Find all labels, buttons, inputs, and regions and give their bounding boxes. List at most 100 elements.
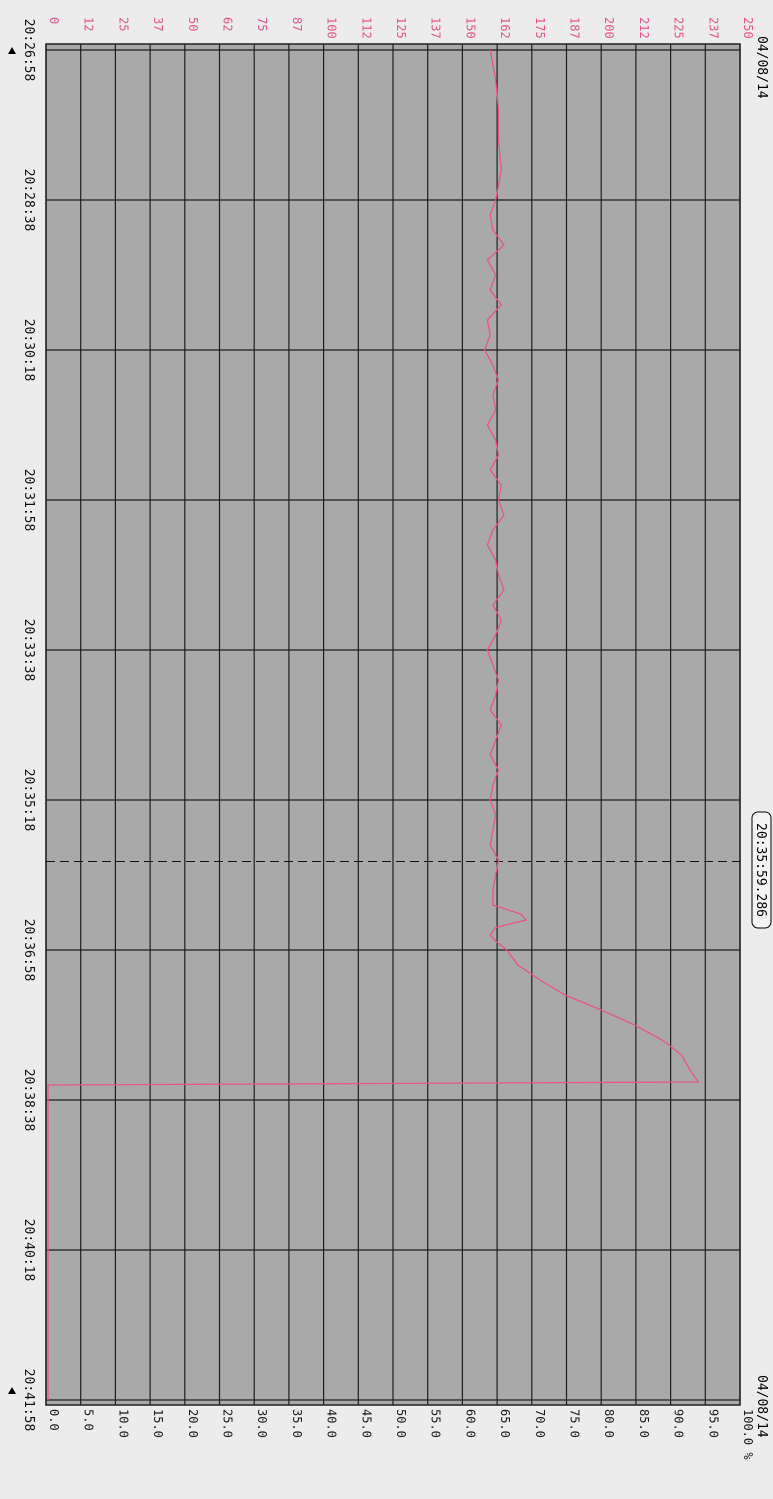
svg-text:0: 0 xyxy=(47,17,61,24)
hr-tick-label: 75 xyxy=(255,17,269,31)
time-tick-label: 20:41:58 xyxy=(21,1369,36,1432)
hr-tick-label: 237 xyxy=(706,17,720,39)
pct-tick-label: 15.0 xyxy=(151,1409,165,1438)
hr-tick-label: 125 xyxy=(394,17,408,39)
svg-text:20:30:18: 20:30:18 xyxy=(21,319,36,382)
series-layer xyxy=(47,49,700,1400)
grid xyxy=(45,44,741,1405)
svg-text:20:31:58: 20:31:58 xyxy=(21,469,36,532)
date-bottom-label: 04/08/14 xyxy=(754,1375,769,1438)
svg-text:55.0: 55.0 xyxy=(429,1409,443,1438)
svg-text:12: 12 xyxy=(82,17,96,31)
series-line-0 xyxy=(47,49,700,1400)
hr-tick-label: 100 xyxy=(325,17,339,39)
hr-tick-label: 112 xyxy=(359,17,373,39)
svg-text:80.0: 80.0 xyxy=(602,1409,616,1438)
svg-text:37: 37 xyxy=(151,17,165,31)
pct-tick-label: 75.0 xyxy=(568,1409,582,1438)
svg-text:50: 50 xyxy=(186,17,200,31)
svg-text:187: 187 xyxy=(568,17,582,39)
svg-text:40.0: 40.0 xyxy=(325,1409,339,1438)
pct-tick-label: 70.0 xyxy=(533,1409,547,1438)
svg-text:250: 250 xyxy=(741,17,755,39)
svg-text:20:33:38: 20:33:38 xyxy=(21,619,36,682)
hr-tick-label: 250 xyxy=(741,17,755,39)
hr-tick-label: 175 xyxy=(533,17,547,39)
svg-text:200: 200 xyxy=(602,17,616,39)
time-tick-label: 20:28:38 xyxy=(21,169,36,232)
time-tick-label: 20:30:18 xyxy=(21,319,36,382)
svg-text:20:36:58: 20:36:58 xyxy=(21,919,36,982)
svg-text:112: 112 xyxy=(359,17,373,39)
svg-text:90.0: 90.0 xyxy=(672,1409,686,1438)
svg-text:70.0: 70.0 xyxy=(533,1409,547,1438)
time-tick-label: 20:26:58 xyxy=(21,19,36,82)
pct-tick-label: 95.0 xyxy=(706,1409,720,1438)
time-tick-label: 20:36:58 xyxy=(21,919,36,982)
hr-tick-label: 187 xyxy=(568,17,582,39)
pct-tick-label: 0.0 xyxy=(47,1409,61,1431)
time-tick-label: 20:38:38 xyxy=(21,1069,36,1132)
pct-tick-label: 50.0 xyxy=(394,1409,408,1438)
svg-text:162: 162 xyxy=(498,17,512,39)
pct-tick-label: 45.0 xyxy=(359,1409,373,1438)
svg-text:25: 25 xyxy=(116,17,130,31)
svg-text:45.0: 45.0 xyxy=(359,1409,373,1438)
svg-text:212: 212 xyxy=(637,17,651,39)
hr-tick-label: 25 xyxy=(116,17,130,31)
hr-tick-label: 37 xyxy=(151,17,165,31)
svg-text:20.0: 20.0 xyxy=(186,1409,200,1438)
scroll-up-icon[interactable] xyxy=(8,47,16,54)
svg-text:75.0: 75.0 xyxy=(568,1409,582,1438)
svg-text:60.0: 60.0 xyxy=(463,1409,477,1438)
pct-tick-label: 10.0 xyxy=(116,1409,130,1438)
svg-text:87: 87 xyxy=(290,17,304,31)
svg-text:125: 125 xyxy=(394,17,408,39)
pct-tick-label: 80.0 xyxy=(602,1409,616,1438)
svg-text:95.0: 95.0 xyxy=(706,1409,720,1438)
time-tick-label: 20:35:18 xyxy=(21,769,36,832)
svg-text:20:35:18: 20:35:18 xyxy=(21,769,36,832)
svg-text:100.0 %: 100.0 % xyxy=(741,1409,755,1460)
svg-text:15.0: 15.0 xyxy=(151,1409,165,1438)
svg-text:50.0: 50.0 xyxy=(394,1409,408,1438)
time-tick-label: 20:31:58 xyxy=(21,469,36,532)
svg-text:30.0: 30.0 xyxy=(255,1409,269,1438)
svg-text:20:38:38: 20:38:38 xyxy=(21,1069,36,1132)
hr-tick-label: 137 xyxy=(429,17,443,39)
svg-text:04/08/14: 04/08/14 xyxy=(754,36,769,99)
svg-text:237: 237 xyxy=(706,17,720,39)
svg-text:20:28:38: 20:28:38 xyxy=(21,169,36,232)
hr-tick-label: 62 xyxy=(221,17,235,31)
svg-text:5.0: 5.0 xyxy=(82,1409,96,1431)
pct-tick-label: 25.0 xyxy=(221,1409,235,1438)
pct-tick-label: 30.0 xyxy=(255,1409,269,1438)
svg-text:65.0: 65.0 xyxy=(498,1409,512,1438)
hr-tick-label: 225 xyxy=(672,17,686,39)
pct-tick-label: 100.0 % xyxy=(741,1409,755,1460)
svg-text:150: 150 xyxy=(463,17,477,39)
pct-tick-label: 85.0 xyxy=(637,1409,651,1438)
svg-text:10.0: 10.0 xyxy=(116,1409,130,1438)
svg-text:20:35:59.286: 20:35:59.286 xyxy=(753,823,768,917)
svg-text:62: 62 xyxy=(221,17,235,31)
pct-tick-label: 35.0 xyxy=(290,1409,304,1438)
hr-tick-label: 0 xyxy=(47,17,61,24)
pct-tick-label: 60.0 xyxy=(463,1409,477,1438)
labels-layer: 0 12 25 37 50 62 75 87 100 112 125 137 150 162 175 187 2… xyxy=(21,17,755,1460)
svg-text:100: 100 xyxy=(325,17,339,39)
hr-tick-label: 50 xyxy=(186,17,200,31)
svg-text:20:40:18: 20:40:18 xyxy=(21,1219,36,1282)
svg-text:35.0: 35.0 xyxy=(290,1409,304,1438)
time-tick-label: 20:40:18 xyxy=(21,1219,36,1282)
pct-tick-label: 40.0 xyxy=(325,1409,339,1438)
hr-tick-label: 162 xyxy=(498,17,512,39)
hr-tick-label: 200 xyxy=(602,17,616,39)
svg-text:137: 137 xyxy=(429,17,443,39)
pct-tick-label: 5.0 xyxy=(82,1409,96,1431)
pct-tick-label: 90.0 xyxy=(672,1409,686,1438)
scroll-down-icon[interactable] xyxy=(8,1387,16,1394)
cursor-time-label: 20:35:59.286 xyxy=(751,811,772,929)
svg-text:225: 225 xyxy=(672,17,686,39)
pct-tick-label: 65.0 xyxy=(498,1409,512,1438)
